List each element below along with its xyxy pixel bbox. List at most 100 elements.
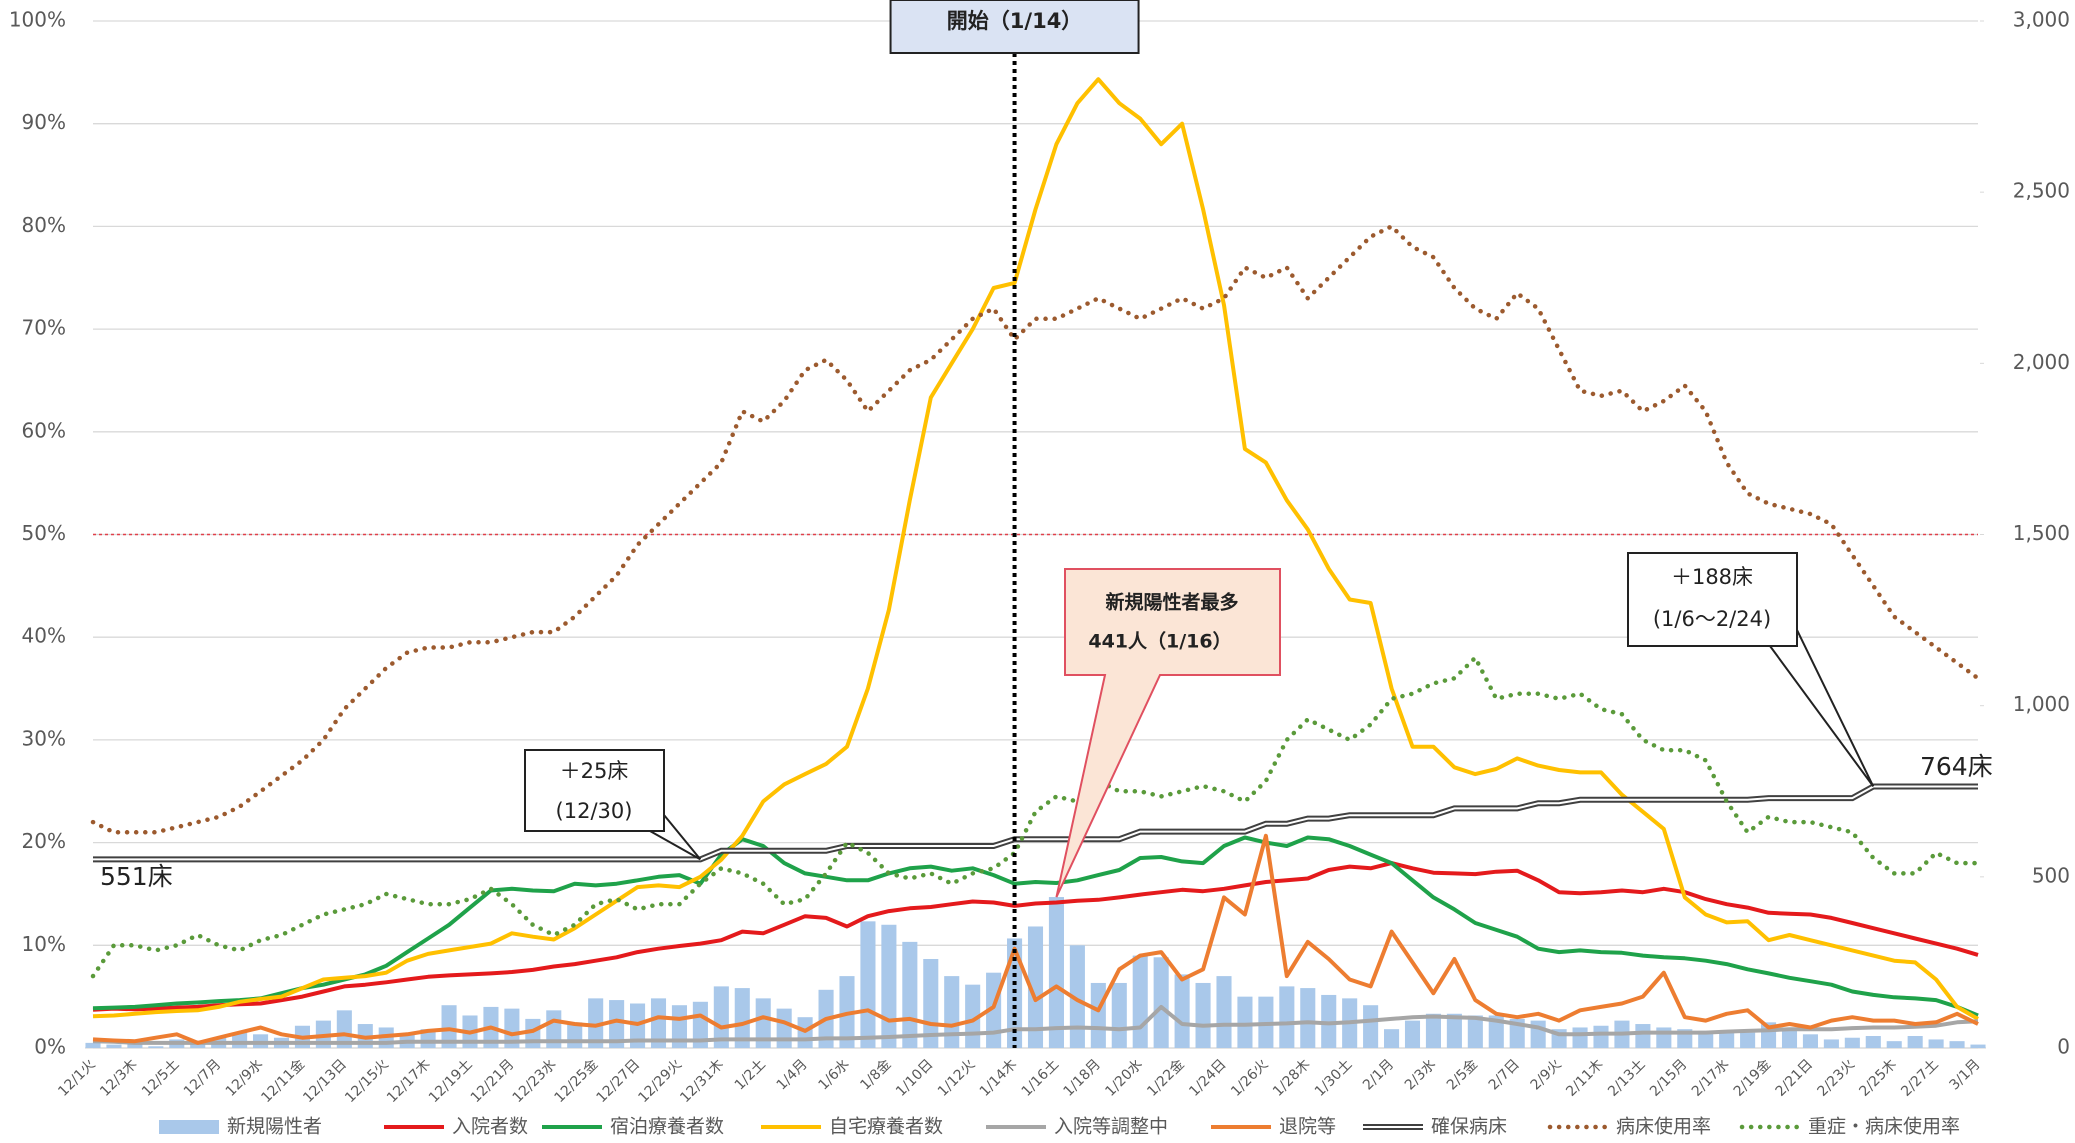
bar (1970, 1044, 1986, 1048)
bar (1572, 1027, 1588, 1048)
x-tick-label: 1/22金 (1144, 1056, 1187, 1099)
bar (106, 1044, 122, 1048)
line (92, 77, 1979, 1021)
x-tick-label: 1/10日 (893, 1056, 936, 1099)
bar (776, 1008, 792, 1048)
bed-line-inner (93, 785, 1978, 861)
bar (734, 988, 750, 1048)
x-tick-label: 1/12火 (935, 1056, 978, 1099)
x-tick-label: 2/27土 (1898, 1056, 1941, 1099)
bar (755, 998, 771, 1048)
y-tick-label: 30% (22, 726, 66, 750)
bar (650, 998, 667, 1048)
x-tick-label: 12/27日 (593, 1056, 643, 1106)
bar (1928, 1039, 1944, 1048)
bar (1404, 1020, 1421, 1048)
x-tick-label: 12/11金 (258, 1056, 308, 1106)
beds-end-label: 764床 (1920, 752, 1993, 781)
y2-tick-label: 2,000 (2013, 350, 2070, 374)
bar (1069, 945, 1085, 1048)
x-tick-label: 2/25木 (1856, 1056, 1899, 1099)
peak-label: 441人（1/16） (1088, 630, 1231, 653)
legend-label: 確保病床 (1431, 1116, 1507, 1138)
bar (1488, 1015, 1504, 1048)
bed-line (93, 783, 1978, 863)
y-tick-label: 90% (22, 110, 66, 134)
bar (881, 924, 897, 1048)
bar (1865, 1036, 1881, 1048)
y-tick-label: 50% (22, 521, 66, 545)
x-tick-label: 2/15月 (1647, 1056, 1690, 1099)
x-tick-label: 12/21月 (468, 1056, 518, 1106)
bar (1090, 982, 1106, 1048)
x-tick-label: 2/1月 (1360, 1056, 1397, 1093)
x-tick-label: 12/7月 (181, 1056, 224, 1099)
bar (1781, 1027, 1798, 1048)
bar (1363, 1005, 1379, 1048)
bar (860, 921, 876, 1048)
legend-label: 入院者数 (452, 1116, 528, 1138)
beds-label: ＋25床 (560, 759, 629, 783)
bar (148, 1046, 164, 1048)
bar (1279, 986, 1295, 1048)
bar (1823, 1039, 1839, 1048)
legend-label: 重症・病床使用率 (1808, 1116, 1960, 1138)
x-tick-label: 2/19金 (1731, 1056, 1774, 1099)
x-tick-label: 2/5金 (1444, 1056, 1481, 1093)
y-tick-label: 0% (34, 1035, 66, 1059)
bar (1027, 926, 1044, 1048)
bar (1111, 982, 1127, 1048)
x-tick-label: 12/29火 (635, 1056, 685, 1106)
beds-label: ＋188床 (1671, 565, 1753, 589)
line (92, 833, 1979, 1045)
x-tick-label: 1/30土 (1312, 1056, 1355, 1099)
x-tick-label: 1/8金 (857, 1056, 894, 1093)
bar (1635, 1024, 1651, 1048)
bar (85, 1042, 101, 1048)
x-tick-label: 12/23水 (510, 1056, 560, 1106)
peak-label: 新規陽性者最多 (1105, 591, 1238, 614)
beds-box (524, 749, 665, 832)
callout-pointer (1769, 629, 1875, 788)
x-tick-label: 2/21日 (1773, 1056, 1816, 1099)
x-tick-label: 12/17木 (384, 1056, 434, 1106)
bar (1698, 1030, 1714, 1048)
y-tick-label: 80% (22, 213, 66, 237)
bar (1300, 988, 1316, 1048)
bar (504, 1008, 520, 1048)
bar (441, 1005, 457, 1048)
x-tick-label: 2/17水 (1689, 1056, 1732, 1099)
x-tick-label: 2/23火 (1815, 1056, 1858, 1099)
x-tick-label: 3/1月 (1947, 1056, 1984, 1093)
legend-label: 新規陽性者 (227, 1116, 322, 1138)
x-tick-label: 12/19土 (426, 1056, 476, 1106)
x-tick-label: 1/2土 (732, 1056, 769, 1093)
start-label: 開始（1/14） (947, 9, 1083, 33)
y-tick-label: 60% (22, 418, 66, 442)
x-tick-label: 2/9火 (1528, 1056, 1565, 1093)
bar (1425, 1013, 1441, 1048)
legend-label: 宿泊療養者数 (610, 1116, 724, 1138)
bar (1195, 982, 1211, 1048)
x-tick-label: 12/25金 (552, 1056, 602, 1106)
bar (1844, 1037, 1860, 1048)
bar (1656, 1027, 1672, 1048)
bar (588, 998, 604, 1048)
line (92, 861, 1979, 1012)
bar (671, 1005, 687, 1048)
bar (609, 1000, 625, 1048)
bar (1174, 974, 1190, 1048)
y2-tick-label: 0 (2057, 1035, 2070, 1059)
bar (1802, 1034, 1818, 1048)
beds-label: (12/30) (556, 799, 633, 823)
bar (902, 941, 918, 1048)
dotted-line (90, 653, 1981, 979)
y-tick-label: 20% (22, 829, 66, 853)
bar (1949, 1041, 1965, 1048)
beds-label: (1/6～2/24) (1653, 607, 1771, 631)
line (92, 1004, 1979, 1045)
bar (336, 1010, 352, 1048)
x-tick-label: 1/28木 (1270, 1056, 1313, 1099)
x-tick-label: 2/11木 (1563, 1056, 1606, 1099)
x-tick-label: 2/7日 (1486, 1056, 1523, 1093)
